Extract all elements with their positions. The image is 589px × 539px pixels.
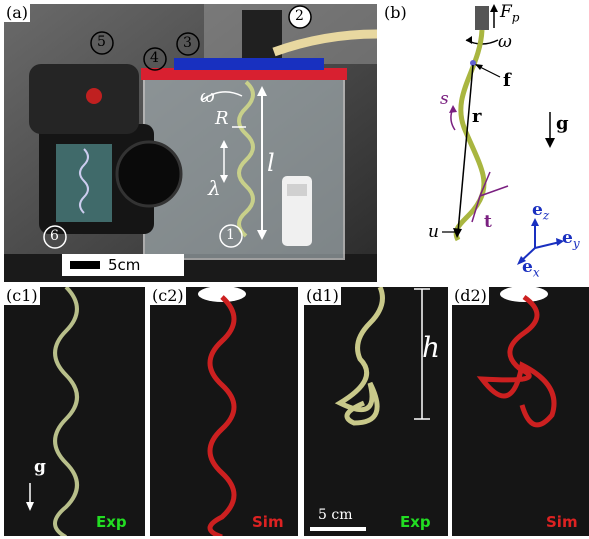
blue-plate [174, 58, 324, 70]
force-vector-label: f [503, 70, 511, 91]
setup-illustration [4, 4, 377, 282]
scale-bar-label: 5cm [108, 256, 141, 274]
height-label: h [422, 331, 441, 364]
omega-label: ω [200, 86, 215, 107]
circle-number-3: 3 [183, 35, 192, 51]
radius-label: R [215, 108, 229, 129]
d2-filament [476, 287, 557, 428]
tangent-label: t [484, 212, 492, 232]
panel-label-d2: (d2) [452, 287, 489, 305]
panel-label-a: (a) [4, 4, 31, 22]
sim-badge-d2: Sim [546, 513, 578, 531]
position-vector-label: r [472, 106, 482, 127]
d1-filament [310, 287, 430, 531]
panel-label-c2: (c2) [150, 287, 186, 305]
basis-ey-label: ey [562, 228, 580, 251]
panel-c2: (c2) Sim [150, 287, 298, 536]
camera-rear [29, 64, 139, 134]
exp-badge-d1: Exp [400, 513, 431, 531]
panel-label-c1: (c1) [4, 287, 40, 305]
camera-screen [56, 144, 112, 222]
filament-rod [237, 80, 255, 238]
c1-helix [26, 287, 79, 536]
panel-label-b: (b) [382, 3, 409, 22]
circle-number-4: 4 [150, 50, 159, 66]
arclength-label: s [440, 89, 449, 109]
filament-curve [453, 29, 487, 242]
circle-number-5: 5 [97, 34, 106, 50]
panel-d1: (d1) h 5 cm Exp [304, 287, 448, 536]
sim-badge-c2: Sim [252, 513, 284, 531]
basis-ez-label: ez [532, 200, 550, 223]
force-label: Fp [500, 2, 520, 25]
gravity-label-b: g [556, 113, 569, 134]
displacement-label: u [428, 222, 439, 242]
red-lid [141, 68, 347, 80]
length-label: l [267, 149, 275, 177]
c2-helix [198, 287, 246, 536]
panel-c1: (c1) g Exp [4, 287, 145, 536]
panel-a-photo: (a) 1 2 3 4 5 6 ω R λ l 5cm [4, 4, 377, 282]
circle-number-2: 2 [295, 8, 304, 24]
panel-label-d1: (d1) [304, 287, 341, 305]
omega-label-b: ω [498, 32, 512, 52]
circle-number-1: 1 [226, 227, 235, 243]
basis-ex-label: ex [522, 257, 540, 280]
circle-number-6: 6 [50, 228, 59, 244]
panel-b-schematic: (b) Fp ω f s r g u t ez ey ex [380, 0, 589, 285]
gravity-label-c1: g [34, 457, 46, 477]
exp-badge-c1: Exp [96, 513, 127, 531]
schematic-diagram [442, 4, 564, 265]
panel-d2: (d2) Sim [452, 287, 589, 536]
wavelength-label: λ [208, 176, 221, 200]
scale-bar-label-d1: 5 cm [318, 507, 353, 523]
